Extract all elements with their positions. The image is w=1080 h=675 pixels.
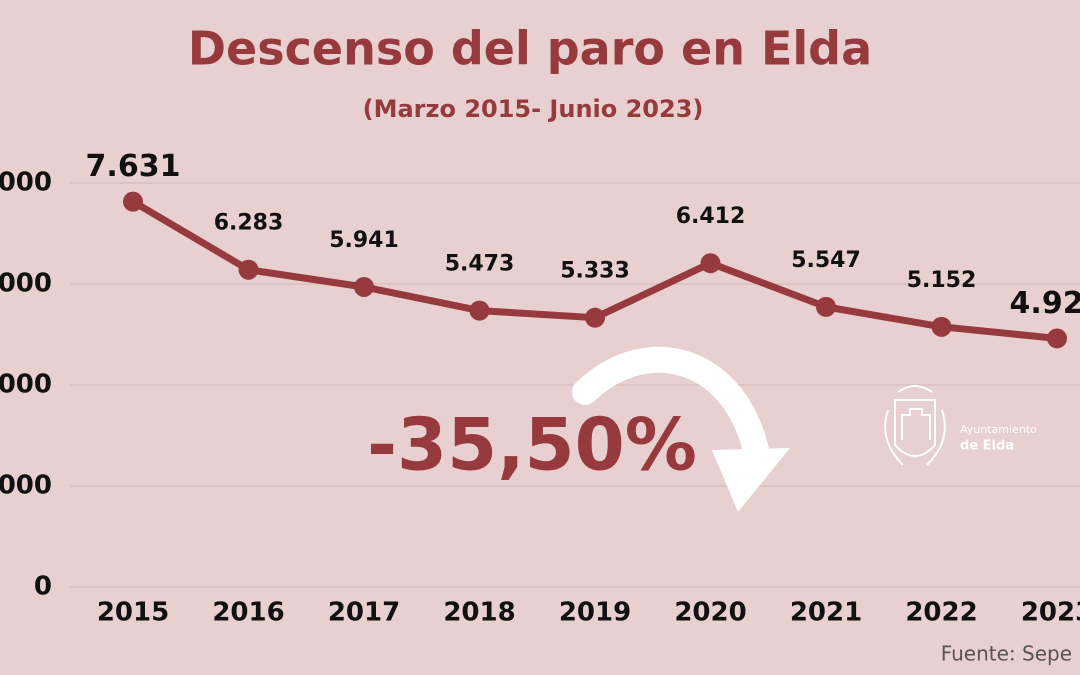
point (354, 276, 374, 297)
data-label: 5.547 (791, 248, 861, 273)
logo-text: Ayuntamiento (960, 423, 1037, 436)
data-label: 5.333 (560, 259, 630, 284)
data-label: 5.941 (329, 228, 399, 253)
point (238, 259, 259, 280)
y-tick-label: 4000 (0, 370, 52, 400)
logo-text: de Elda (960, 439, 1014, 454)
arrow-head (712, 448, 790, 512)
x-tick-label: 2018 (443, 598, 515, 628)
grid: 0 2000 4000 6000 8000 2015 2016 2017 2018 2019 202… (0, 168, 1080, 628)
source: Fuente: Sepe (941, 642, 1072, 666)
x-tick-label: 2023 (1021, 598, 1080, 628)
data-label: 6.283 (214, 211, 284, 236)
data-label: 4.922 (1010, 286, 1080, 321)
point (469, 300, 490, 321)
point (585, 307, 605, 328)
point (123, 191, 143, 212)
x-tick-label: 2017 (328, 598, 400, 628)
chart-subtitle: (Marzo 2015- Junio 2023) (363, 95, 704, 123)
x-tick-label: 2022 (905, 598, 977, 628)
data-label: 7.631 (86, 149, 181, 184)
point (816, 296, 836, 317)
arrow (572, 346, 771, 473)
logo-crown (897, 385, 933, 393)
y-tick-label: 8000 (0, 168, 52, 198)
data-label: 5.152 (907, 268, 977, 293)
x-tick-label: 2015 (97, 598, 169, 628)
annotation: -35,50% (367, 403, 697, 487)
chart-title: Descenso del paro en Elda (188, 22, 872, 76)
x-tick-label: 2016 (212, 598, 284, 628)
point (1047, 328, 1067, 349)
x-tick-label: 2020 (674, 598, 746, 628)
x-tick-label: 2021 (790, 598, 862, 628)
logo (884, 385, 946, 466)
point (931, 316, 952, 337)
y-tick-label: 0 (34, 572, 52, 602)
logo-shield (894, 399, 936, 457)
x-tick-label: 2019 (559, 598, 631, 628)
marks: 7.631 6.283 5.941 5.473 5.333 6.412 5.547 5.152… (86, 149, 1080, 349)
y-tick-label: 6000 (0, 269, 52, 299)
logo-castle (901, 408, 931, 440)
data-label: 6.412 (676, 204, 746, 229)
y-tick-label: 2000 (0, 471, 52, 501)
logo-laurel (884, 409, 946, 466)
point (700, 253, 721, 274)
data-label: 5.473 (445, 252, 515, 277)
